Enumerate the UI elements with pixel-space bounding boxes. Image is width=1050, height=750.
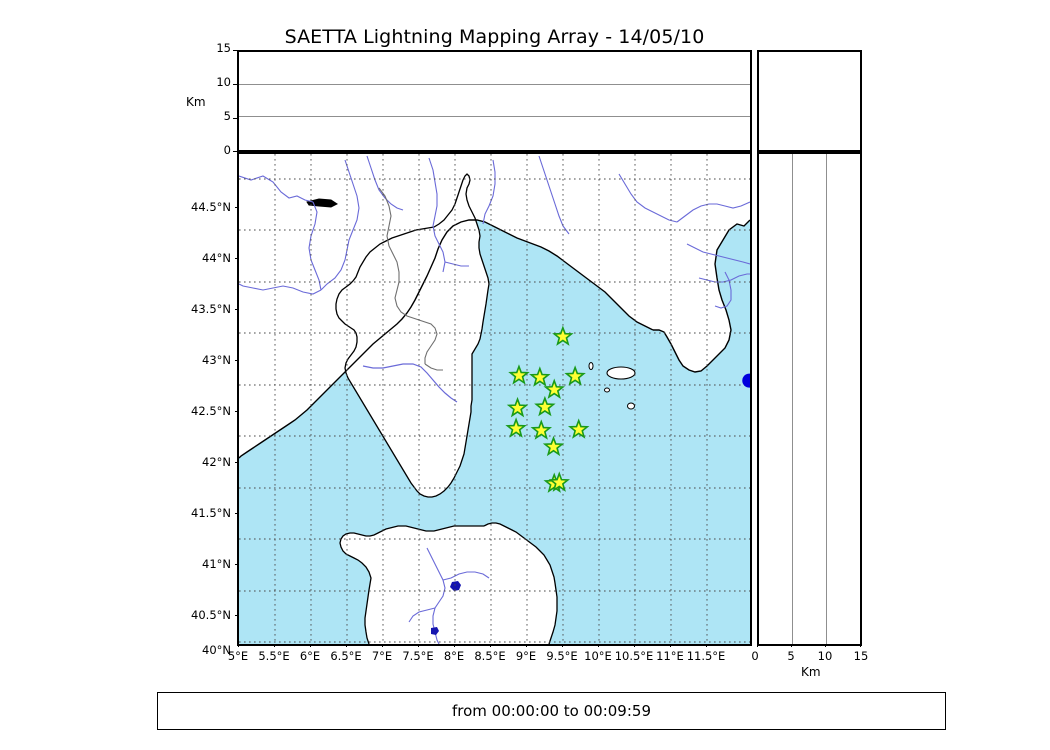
map-graphic	[239, 154, 750, 644]
tick-lat-40: 40°N	[202, 643, 231, 657]
tick-lon-8-5: 8.5°E	[474, 649, 506, 663]
tickmark-lat-43-5	[235, 309, 237, 310]
tick-lat-44: 44°N	[202, 251, 231, 265]
station-star-3[interactable]	[564, 365, 586, 386]
tick-lon-10-5: 10.5°E	[614, 649, 654, 663]
tickmark-lon-5	[238, 645, 239, 647]
tickmark-lon-11	[670, 645, 671, 647]
station-star-1[interactable]	[508, 364, 530, 385]
tick-lat-41-5: 41.5°N	[191, 506, 231, 520]
station-star-9[interactable]	[567, 418, 590, 439]
tick-right-km-5: 5	[787, 649, 795, 663]
tickmark-lon-10-5	[634, 645, 635, 647]
tickmark-right-km-15	[860, 645, 861, 647]
tickmark-lon-9-5	[562, 645, 563, 647]
tickmark-lat-42-5	[235, 411, 237, 412]
tickmark-lon-6	[310, 645, 311, 647]
station-star-10[interactable]	[542, 435, 565, 457]
tickmark-lat-44-5	[235, 207, 237, 208]
tick-lon-9-5: 9.5°E	[546, 649, 578, 663]
tick-lon-7-5: 7.5°E	[402, 649, 434, 663]
gridline-alt-10	[239, 84, 750, 85]
tick-top-y-10: 10	[216, 75, 231, 89]
tickmark-top-10	[233, 84, 237, 85]
gridline-alt-5	[239, 116, 750, 117]
tickmark-lat-41	[235, 564, 237, 565]
tickmark-lon-8	[454, 645, 455, 647]
station-star-0[interactable]	[552, 325, 574, 346]
tick-lat-42: 42°N	[202, 455, 231, 469]
tickmark-right-km-5	[791, 645, 792, 647]
tickmark-lat-40-5	[235, 615, 237, 616]
gridline-km-10	[826, 154, 827, 644]
tickmark-lat-43	[235, 360, 237, 361]
tickmark-lon-9	[526, 645, 527, 647]
tickmark-lat-41-5	[235, 513, 237, 514]
altitude-vs-longitude-panel[interactable]	[237, 50, 752, 152]
tick-lat-43-5: 43.5°N	[191, 302, 231, 316]
tick-lon-11-5: 11.5°E	[686, 649, 726, 663]
tickmark-right-km-10	[825, 645, 826, 647]
station-star-7[interactable]	[505, 417, 527, 438]
lma-station-markers	[505, 325, 590, 493]
tick-lon-6-5: 6.5°E	[330, 649, 362, 663]
tick-right-km-10: 10	[817, 649, 833, 663]
altitude-histogram-panel[interactable]	[757, 50, 862, 152]
tick-lat-41: 41°N	[202, 557, 231, 571]
station-star-5[interactable]	[506, 396, 529, 418]
tickmark-right-km-0	[757, 645, 758, 647]
time-range-caption: from 00:00:00 to 00:09:59	[157, 692, 946, 730]
tickmark-top-5	[233, 118, 237, 119]
tickmark-lon-7	[382, 645, 383, 647]
time-range-text: from 00:00:00 to 00:09:59	[451, 702, 651, 720]
tickmark-lon-11-5	[706, 645, 707, 647]
latitude-vs-altitude-panel[interactable]	[757, 152, 862, 646]
map-panel[interactable]	[237, 152, 752, 646]
tickmark-lat-42	[235, 462, 237, 463]
tickmark-top-15	[233, 50, 237, 51]
tick-right-km-15: 15	[853, 649, 869, 663]
tickmark-lon-8-5	[490, 645, 491, 647]
station-star-4[interactable]	[543, 378, 565, 399]
tick-lat-43: 43°N	[202, 353, 231, 367]
tickmark-lon-7-5	[418, 645, 419, 647]
vhf-source-dot-0[interactable]	[742, 373, 750, 388]
tick-lon-5-5: 5.5°E	[258, 649, 290, 663]
tickmark-top-0	[233, 151, 237, 152]
tick-lon-11: 11°E	[656, 649, 684, 663]
tick-lat-44-5: 44.5°N	[191, 200, 231, 214]
tick-right-km-0: 0	[751, 649, 759, 663]
tick-lat-42-5: 42.5°N	[191, 404, 231, 418]
tick-top-y-5: 5	[223, 109, 231, 123]
station-star-2[interactable]	[529, 366, 551, 387]
gridline-km-5	[792, 154, 793, 644]
tick-top-y-0: 0	[223, 143, 231, 157]
station-star-6[interactable]	[534, 395, 556, 417]
station-star-12[interactable]	[548, 471, 570, 492]
tick-lon-7: 7°E	[371, 649, 393, 663]
vhf-source-markers	[742, 373, 750, 388]
station-star-8[interactable]	[530, 419, 553, 440]
tick-lon-5: 5°E	[227, 649, 249, 663]
tick-lon-6: 6°E	[299, 649, 321, 663]
tick-lat-40-5: 40.5°N	[191, 608, 231, 622]
tick-lon-9: 9°E	[515, 649, 537, 663]
tick-top-y-15: 15	[216, 41, 231, 55]
tick-lon-8: 8°E	[443, 649, 465, 663]
tickmark-lon-5-5	[274, 645, 275, 647]
page-title: SAETTA Lightning Mapping Array - 14/05/1…	[284, 26, 705, 48]
tickmark-lon-6-5	[346, 645, 347, 647]
tickmark-lat-44	[235, 258, 237, 259]
axis-label-top-km: Km	[186, 95, 206, 109]
axis-label-right-km: Km	[801, 665, 821, 679]
tickmark-lon-10	[598, 645, 599, 647]
tick-lon-10: 10°E	[584, 649, 612, 663]
